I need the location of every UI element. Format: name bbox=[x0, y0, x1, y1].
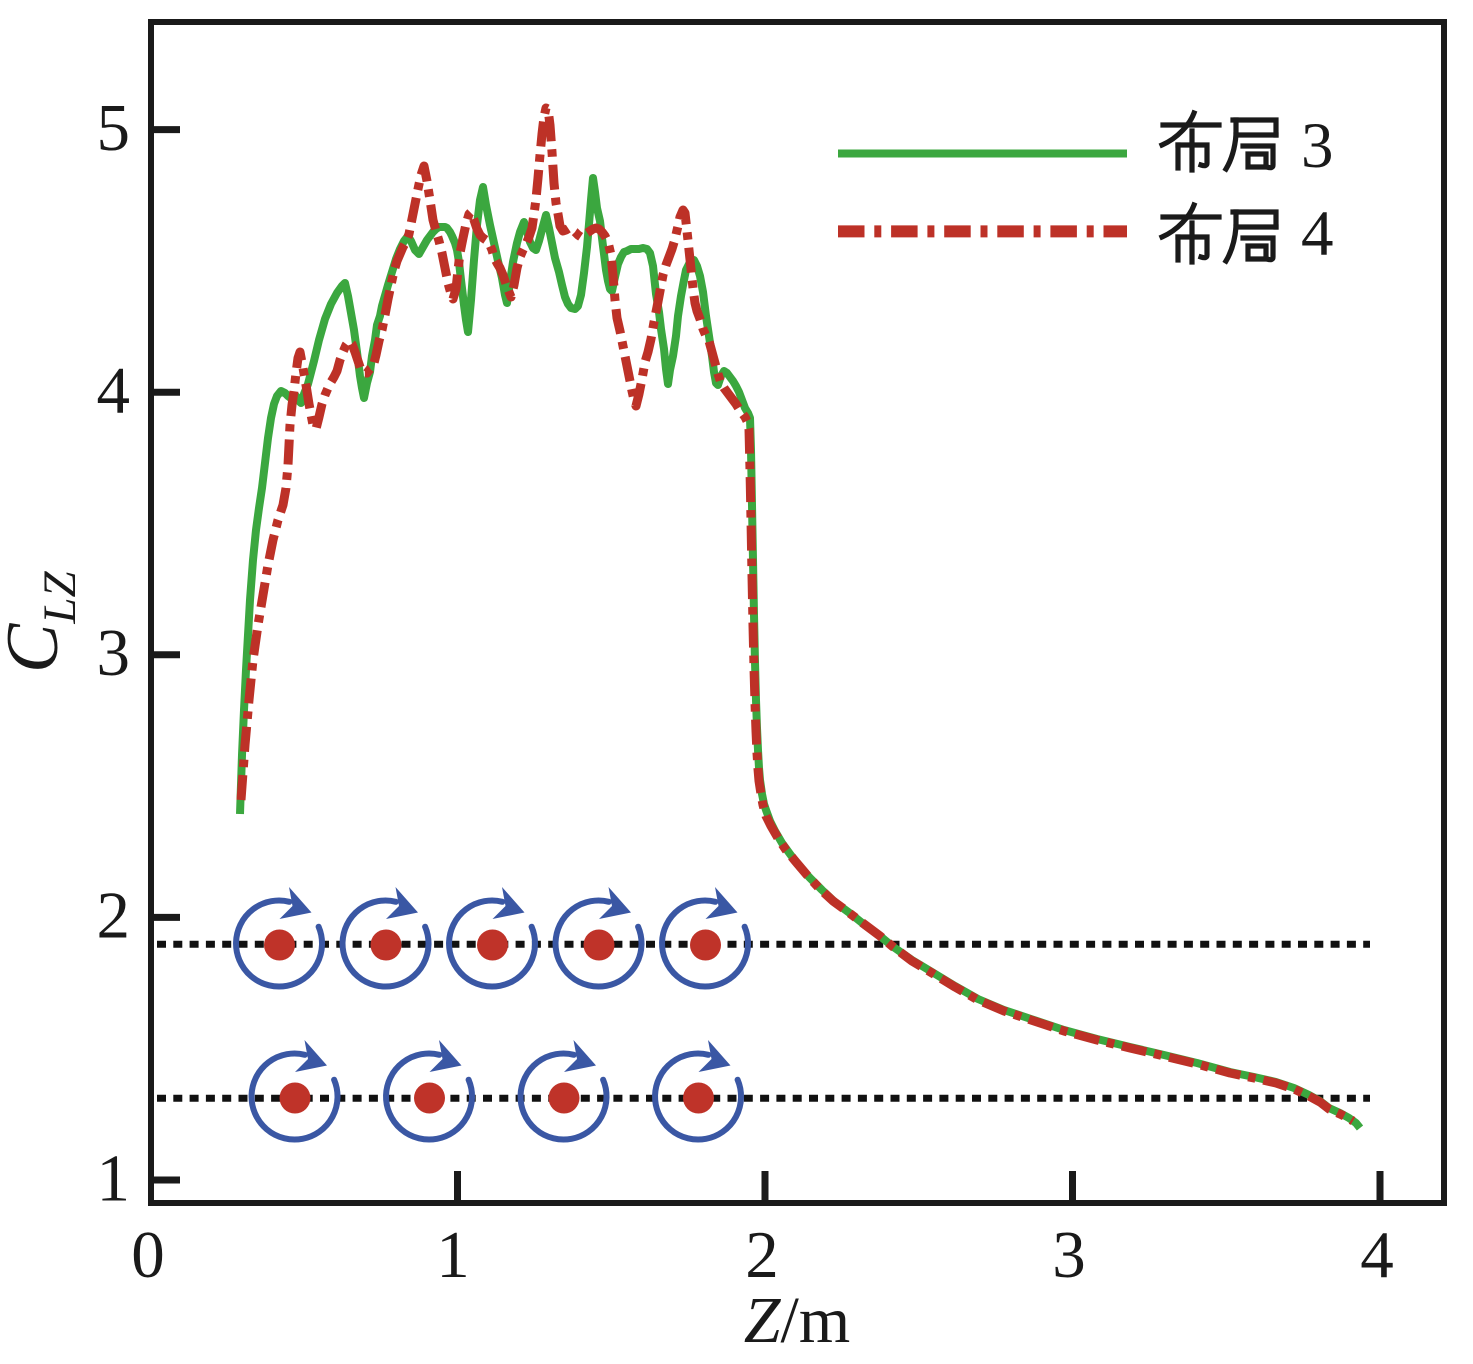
svg-text:1: 1 bbox=[436, 1218, 470, 1292]
svg-text:3: 3 bbox=[1052, 1218, 1086, 1292]
svg-text:0: 0 bbox=[131, 1218, 165, 1292]
svg-text:2: 2 bbox=[97, 879, 131, 953]
svg-text:2: 2 bbox=[745, 1218, 779, 1292]
svg-text:Z/m: Z/m bbox=[744, 1284, 850, 1357]
svg-text:1: 1 bbox=[97, 1141, 131, 1215]
svg-text:3: 3 bbox=[1301, 110, 1334, 182]
svg-text:4: 4 bbox=[97, 354, 131, 428]
svg-text:3: 3 bbox=[97, 616, 131, 690]
svg-text:CLZ: CLZ bbox=[0, 571, 86, 673]
svg-text:4: 4 bbox=[1301, 198, 1334, 270]
svg-text:4: 4 bbox=[1360, 1218, 1394, 1292]
svg-text:5: 5 bbox=[97, 91, 131, 165]
